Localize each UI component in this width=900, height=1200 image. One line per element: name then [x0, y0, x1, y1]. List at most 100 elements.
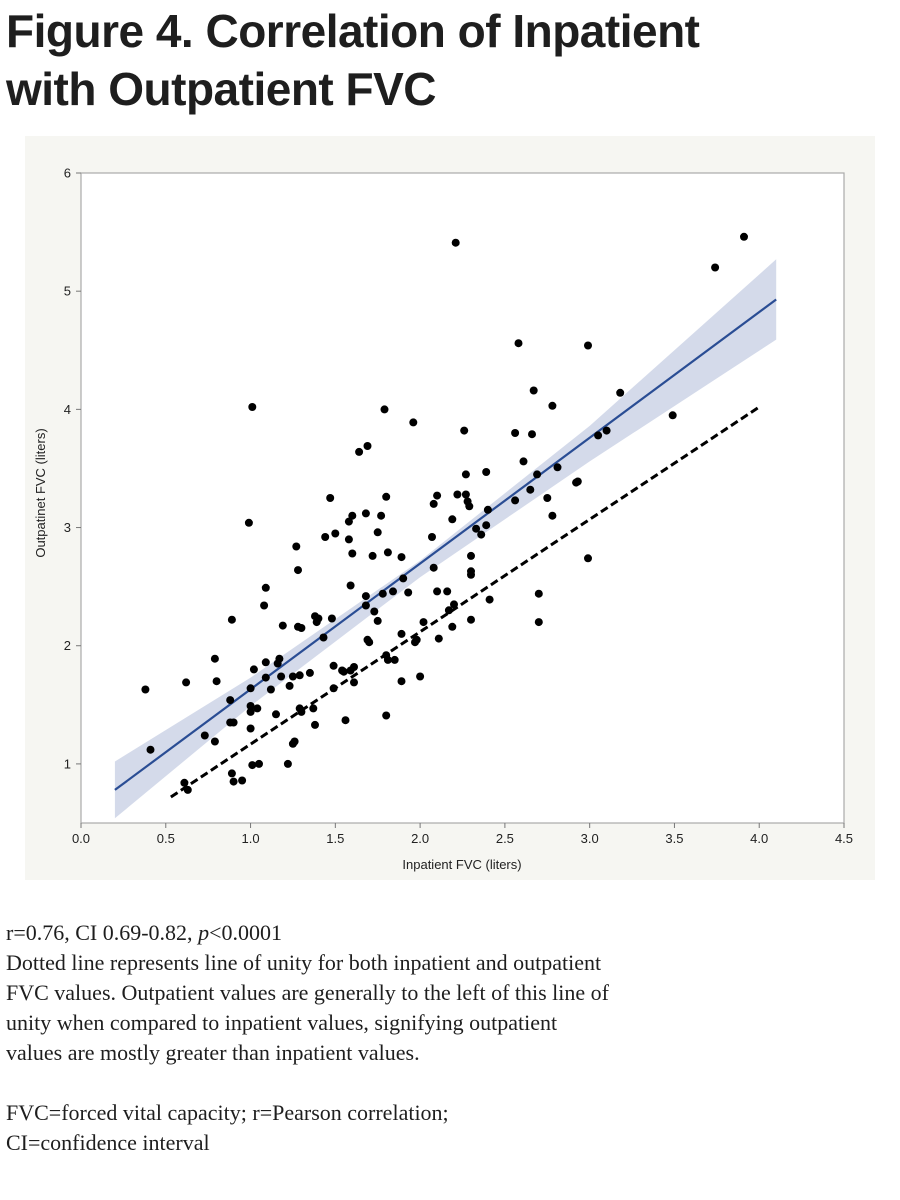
regression-line-group: [114, 298, 777, 791]
data-point: [260, 601, 269, 610]
data-points-group: [141, 232, 748, 794]
data-point: [229, 718, 238, 727]
x-axis-label: Inpatient FVC (liters): [402, 857, 521, 872]
data-point: [238, 776, 247, 785]
data-point: [528, 430, 536, 439]
data-point: [382, 711, 391, 720]
data-point: [412, 635, 421, 644]
data-point: [514, 339, 523, 348]
data-point: [485, 595, 494, 604]
data-point: [331, 529, 340, 538]
data-point: [428, 533, 436, 541]
data-point: [327, 614, 336, 623]
data-point: [390, 655, 399, 664]
data-point: [548, 511, 557, 520]
data-point: [602, 426, 611, 435]
x-tick-label: 3.0: [581, 831, 599, 846]
data-point: [261, 658, 270, 667]
data-point: [210, 654, 219, 663]
data-point: [348, 511, 357, 520]
data-point: [448, 622, 457, 631]
data-point: [248, 761, 257, 770]
data-point: [453, 490, 462, 499]
data-point: [363, 442, 372, 450]
data-point: [526, 485, 535, 494]
data-point: [311, 720, 319, 729]
data-point: [227, 615, 236, 624]
data-point: [373, 616, 382, 625]
data-point: [397, 677, 406, 686]
data-point: [226, 696, 235, 705]
data-point: [344, 517, 353, 526]
data-point: [246, 724, 255, 733]
data-point: [290, 737, 299, 746]
data-point: [399, 574, 408, 583]
data-point: [248, 403, 257, 411]
data-point: [444, 606, 453, 615]
data-point: [380, 405, 389, 414]
data-point: [272, 710, 280, 719]
data-point: [397, 629, 406, 638]
data-point: [266, 685, 275, 694]
data-point: [344, 535, 353, 544]
data-point: [309, 704, 318, 713]
data-point: [467, 570, 475, 579]
data-point: [584, 554, 592, 563]
data-point: [210, 737, 219, 746]
regression-line: [114, 298, 777, 791]
y-axis-label: Outpatinet FVC (liters): [33, 428, 48, 557]
data-point: [341, 716, 350, 725]
data-point: [346, 581, 355, 590]
x-tick-label: 4.5: [835, 831, 853, 846]
data-point: [519, 457, 528, 466]
data-point: [288, 672, 297, 681]
data-point: [305, 668, 314, 677]
caption-line-4: values are mostly greater than inpatient…: [6, 1040, 420, 1065]
data-point: [450, 600, 458, 609]
data-point: [382, 492, 391, 501]
data-point: [467, 615, 475, 624]
x-axis-ticks: 0.0 0.5 1.0 1.5 2.0 2.5 3.0 3.5 4.0 4.5: [72, 823, 853, 846]
y-tick-label: 6: [64, 166, 71, 181]
x-tick-label: 4.0: [750, 831, 768, 846]
data-point: [416, 672, 425, 681]
data-point: [534, 618, 543, 627]
data-point: [361, 601, 370, 610]
data-point: [261, 673, 270, 682]
data-point: [361, 509, 370, 518]
data-point: [297, 624, 306, 632]
data-point: [433, 491, 442, 500]
data-point: [553, 463, 562, 472]
abbreviations-line-2: CI=confidence interval: [6, 1130, 210, 1155]
x-tick-label: 0.5: [157, 831, 175, 846]
data-point: [378, 589, 387, 598]
data-point: [477, 530, 486, 539]
figure-title-line-1: Figure 4. Correlation of Inpatient: [6, 5, 700, 57]
data-point: [348, 549, 357, 558]
data-point: [339, 667, 348, 676]
y-tick-label: 2: [64, 638, 71, 653]
caption-line-3: unity when compared to inpatient values,…: [6, 1010, 558, 1035]
data-point: [482, 468, 491, 476]
y-tick-label: 4: [64, 402, 71, 417]
data-point: [329, 661, 338, 670]
data-point: [350, 663, 358, 671]
data-point: [533, 470, 542, 479]
data-point: [511, 496, 520, 505]
data-point: [361, 592, 370, 601]
data-point: [314, 614, 323, 623]
stats-line: r=0.76, CI 0.69-0.82, p<0.0001: [6, 918, 886, 948]
data-point: [383, 655, 392, 664]
data-point: [404, 588, 413, 597]
chart-panel: 0.0 0.5 1.0 1.5 2.0 2.5 3.0 3.5 4.0 4.5 1 2 3 4 5 6 In…: [25, 136, 875, 880]
data-point: [246, 702, 255, 710]
data-point: [584, 341, 592, 350]
data-point: [409, 418, 418, 427]
data-point: [297, 707, 306, 716]
x-tick-label: 2.0: [411, 831, 429, 846]
x-tick-label: 1.5: [326, 831, 344, 846]
figure-title: Figure 4. Correlation of Inpatient with …: [6, 2, 886, 118]
data-point: [355, 447, 364, 456]
data-point: [370, 607, 379, 616]
data-point: [212, 677, 221, 686]
